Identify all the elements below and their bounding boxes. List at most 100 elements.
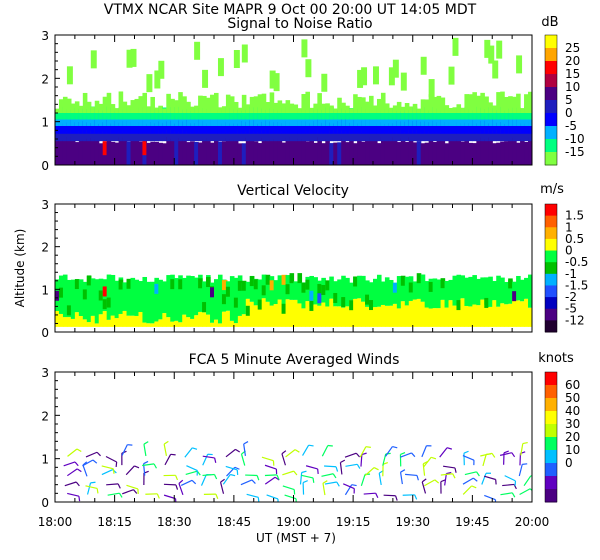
heat-cell: [225, 106, 231, 120]
heat-cell: [456, 130, 462, 142]
wind-barb-flag: [400, 469, 406, 473]
heat-cell: [214, 123, 219, 134]
heat-cell: [444, 307, 450, 327]
wind-barb: [125, 465, 135, 476]
heat-cell: [444, 281, 450, 308]
heat-cell: [221, 110, 227, 120]
heat-cell: [440, 110, 446, 120]
heat-cell: [281, 122, 287, 134]
heat-cell: [285, 284, 291, 295]
heat-cell: [114, 142, 120, 165]
heat-cell: [253, 96, 259, 113]
heat-cell: [472, 304, 477, 327]
heat-cell: [70, 120, 76, 134]
heat-cell: [496, 129, 501, 142]
heat-cell: [122, 101, 128, 113]
heat-cell: [349, 130, 354, 142]
heat-cell: [428, 281, 434, 292]
heat-cell: [460, 141, 466, 165]
wind-barb: [67, 468, 78, 477]
heat-cell: [293, 108, 299, 120]
heat-cell: [257, 279, 263, 305]
heat-cell: [345, 277, 350, 307]
heat-cell: [210, 322, 215, 327]
heat-cell: [289, 281, 295, 300]
wind-barb: [105, 455, 117, 463]
heat-cell: [452, 116, 458, 126]
heat-cell: [142, 141, 147, 156]
heat-cell: [396, 110, 402, 120]
heat-cell: [126, 105, 132, 113]
heat-cell: [154, 123, 159, 134]
heat-cell: [166, 121, 171, 134]
colorbar-label: 0: [565, 244, 573, 258]
heat-cell: [444, 143, 450, 165]
heat-cell: [194, 141, 199, 165]
heat-cell: [436, 108, 442, 120]
heat-cell: [456, 122, 462, 134]
wind-barb-flag: [112, 468, 115, 474]
heat-cell: [412, 121, 418, 134]
heat-cell: [106, 116, 112, 126]
heat-cell: [134, 117, 140, 126]
wind-barb: [163, 483, 176, 486]
colorbar-label: 60: [565, 378, 580, 392]
wind-barb: [178, 483, 184, 496]
heat-cell: [146, 323, 151, 327]
heat-cell: [440, 97, 446, 113]
heat-cell: [214, 137, 219, 165]
heat-cell: [249, 120, 255, 134]
heat-cell: [420, 132, 426, 142]
heat-cell: [440, 120, 446, 134]
heat-cell: [289, 103, 295, 113]
heat-cell: [102, 141, 107, 156]
heat-cell: [480, 92, 485, 113]
heat-cell: [110, 274, 116, 316]
wind-barb-flag: [96, 488, 99, 494]
winds-y-ticks: 0 1 2 3: [41, 366, 60, 510]
heat-cell: [253, 131, 259, 142]
heat-cell: [440, 117, 446, 126]
heat-cell: [110, 104, 116, 113]
heat-cell: [345, 110, 350, 120]
heat-cell: [460, 114, 466, 126]
wind-barb: [264, 474, 277, 477]
snr-heatmap: [55, 37, 532, 165]
heat-cell: [321, 109, 326, 120]
wind-barb: [222, 474, 231, 485]
heat-cell: [400, 106, 406, 113]
heat-cell: [285, 121, 291, 134]
heat-cell: [333, 123, 338, 134]
heat-cell: [233, 115, 239, 126]
colorbar-label: 0.5: [565, 232, 584, 246]
heat-cell: [520, 108, 525, 113]
heat-cell: [110, 113, 116, 126]
heat-cell: [233, 297, 239, 308]
heat-cell: [82, 121, 88, 134]
colorbar-swatch: [545, 139, 557, 153]
heat-cell: [58, 99, 64, 113]
heat-cell: [154, 107, 159, 113]
heat-cell: [217, 323, 223, 327]
heat-cell: [472, 143, 477, 165]
heat-cell: [277, 140, 283, 165]
heat-cell: [349, 108, 354, 120]
heat-cell: [214, 92, 219, 113]
wind-barb-flag: [327, 444, 333, 447]
heat-cell: [388, 123, 394, 134]
heat-cell: [309, 300, 314, 311]
heat-cell: [154, 283, 160, 294]
heat-cell: [74, 107, 80, 120]
heat-cell: [86, 101, 92, 113]
heat-cell: [452, 107, 458, 113]
heat-cell: [106, 132, 112, 142]
heat-cell: [202, 302, 207, 313]
heat-cell: [158, 106, 163, 120]
heat-cell: [313, 103, 318, 113]
heat-cell: [90, 50, 97, 69]
heat-cell: [504, 141, 509, 165]
wind-barb-flag: [522, 463, 528, 465]
heat-cell: [416, 109, 422, 120]
heat-cell: [333, 108, 338, 113]
